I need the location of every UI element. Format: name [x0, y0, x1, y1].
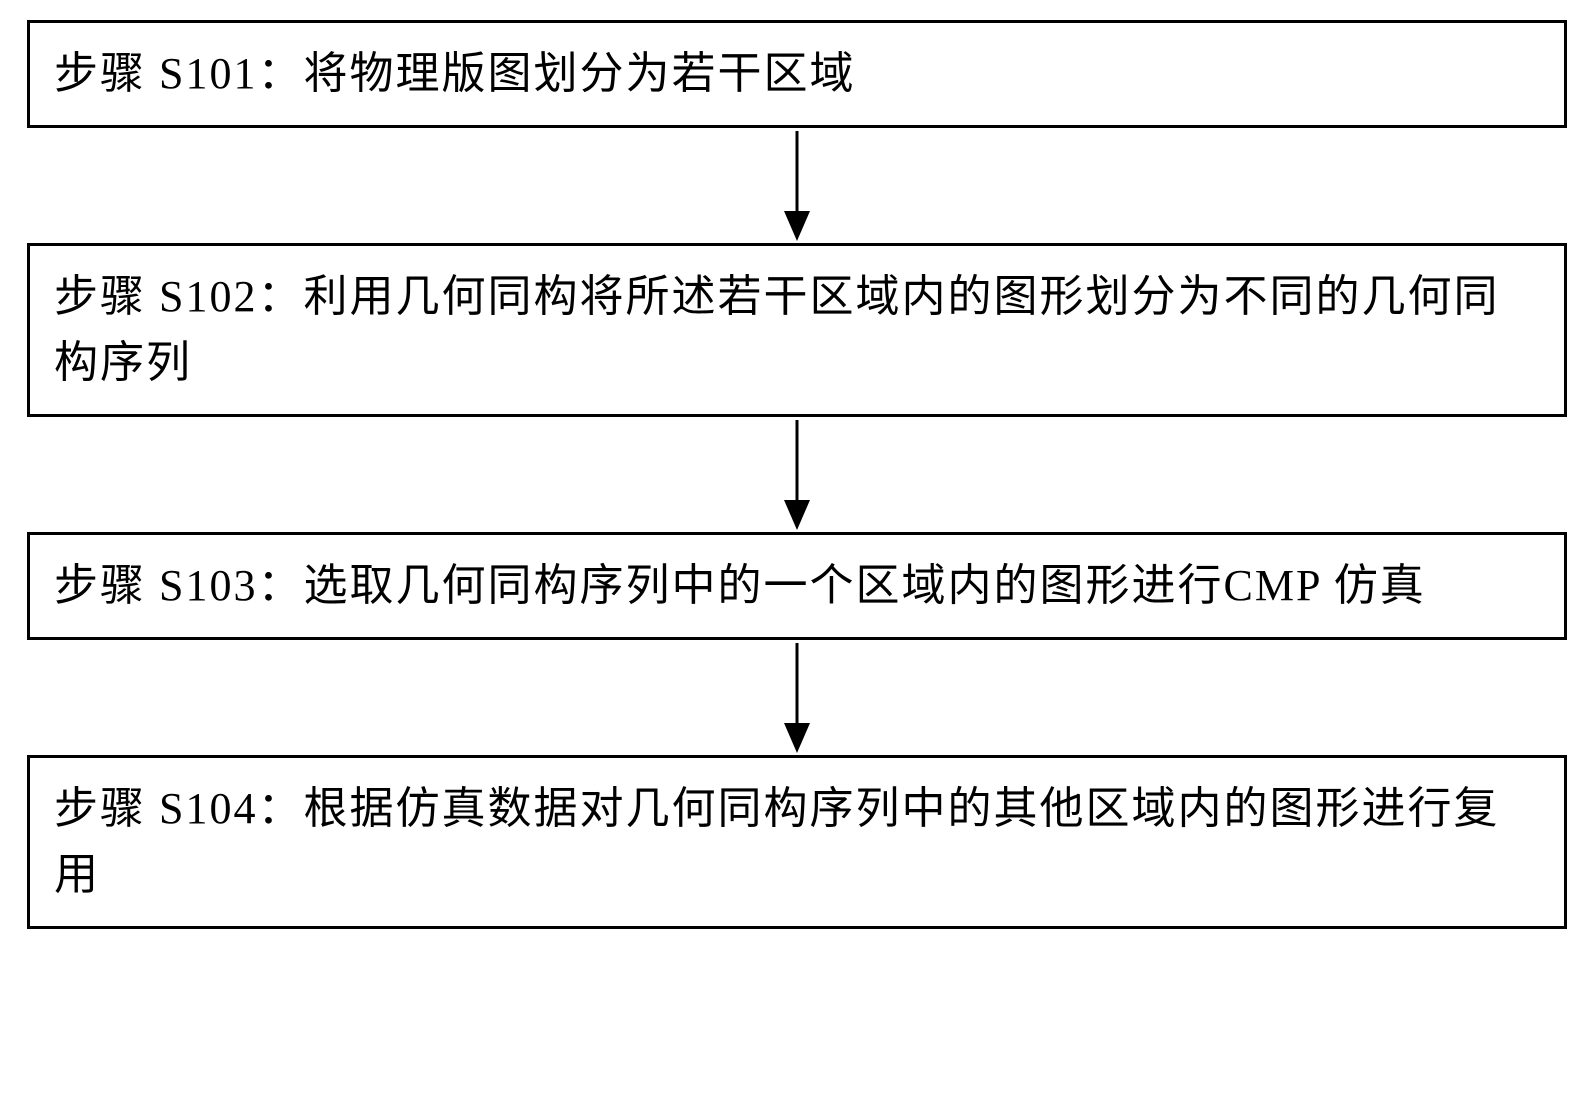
step-box-s104: 步骤 S104：根据仿真数据对几何同构序列中的其他区域内的图形进行复用 — [27, 755, 1567, 929]
arrow-down-icon — [772, 643, 822, 753]
step-label: 步骤 S103：选取几何同构序列中的一个区域内的图形进行CMP 仿真 — [54, 561, 1426, 610]
arrow-down-icon — [772, 131, 822, 241]
step-box-s101: 步骤 S101：将物理版图划分为若干区域 — [27, 20, 1567, 128]
flowchart-container: 步骤 S101：将物理版图划分为若干区域 步骤 S102：利用几何同构将所述若干… — [20, 20, 1574, 929]
step-label: 步骤 S102：利用几何同构将所述若干区域内的图形划分为不同的几何同构序列 — [54, 272, 1499, 387]
step-label: 步骤 S101：将物理版图划分为若干区域 — [54, 49, 855, 98]
arrow-1 — [772, 128, 822, 243]
step-box-s103: 步骤 S103：选取几何同构序列中的一个区域内的图形进行CMP 仿真 — [27, 532, 1567, 640]
arrow-2 — [772, 417, 822, 532]
step-label: 步骤 S104：根据仿真数据对几何同构序列中的其他区域内的图形进行复用 — [54, 784, 1499, 899]
step-box-s102: 步骤 S102：利用几何同构将所述若干区域内的图形划分为不同的几何同构序列 — [27, 243, 1567, 417]
arrow-3 — [772, 640, 822, 755]
arrow-down-icon — [772, 420, 822, 530]
